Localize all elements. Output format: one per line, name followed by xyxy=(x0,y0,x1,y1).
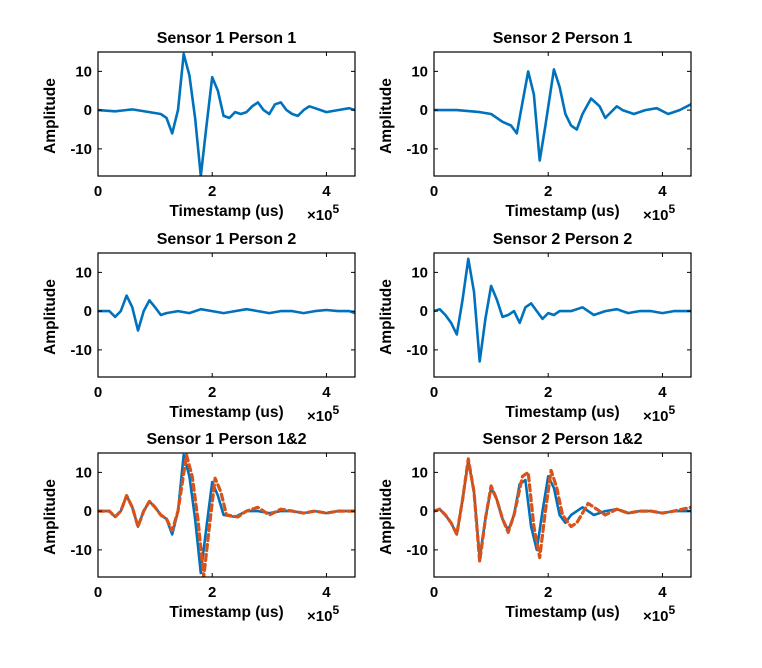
y-axis-label: Amplitude xyxy=(378,279,395,355)
x-tick-label: 2 xyxy=(544,584,552,601)
y-tick-label: 0 xyxy=(420,102,428,119)
series-line-2 xyxy=(98,453,355,577)
y-tick-label: -10 xyxy=(406,342,428,359)
x-tick-label: 0 xyxy=(94,183,102,200)
series-line-2 xyxy=(434,457,691,564)
x-axis-multiplier: ×105 xyxy=(307,202,339,224)
x-axis-label: Timestamp (us) xyxy=(505,203,619,220)
multiplier-exponent: 5 xyxy=(668,603,675,617)
x-tick-label: 0 xyxy=(430,384,438,401)
y-axis-label: Amplitude xyxy=(42,479,59,555)
x-tick-label: 4 xyxy=(322,584,331,601)
x-tick-label: 2 xyxy=(208,183,216,200)
multiplier-exponent: 5 xyxy=(332,403,339,417)
y-tick-label: 0 xyxy=(420,503,428,520)
x-tick-label: 0 xyxy=(430,584,438,601)
plot-frame xyxy=(433,452,692,578)
plot-frame xyxy=(433,252,692,378)
y-tick-label: 10 xyxy=(75,264,92,281)
x-axis-label: Timestamp (us) xyxy=(505,404,619,421)
multiplier-base: ×10 xyxy=(307,408,332,425)
y-tick-label: -10 xyxy=(406,141,428,158)
subplot-3: Sensor 1 Person 2 0 2 4 -10 0 10 Amplitude Times… xyxy=(42,231,356,425)
x-tick-label: 4 xyxy=(658,384,667,401)
series-line-1 xyxy=(434,257,691,363)
multiplier-base: ×10 xyxy=(307,608,332,625)
y-tick-label: -10 xyxy=(70,542,92,559)
subplot-title: Sensor 1 Person 1 xyxy=(157,30,297,47)
x-tick-label: 4 xyxy=(322,183,331,200)
x-tick-label: 4 xyxy=(658,183,667,200)
subplot-6: Sensor 2 Person 1&2 0 2 4 -10 0 10 Amplitude Tim… xyxy=(378,431,692,625)
y-tick-label: 10 xyxy=(411,63,428,80)
multiplier-base: ×10 xyxy=(643,207,668,224)
x-axis-multiplier: ×105 xyxy=(643,603,675,625)
x-tick-label: 0 xyxy=(94,584,102,601)
multiplier-exponent: 5 xyxy=(668,403,675,417)
plot-frame xyxy=(97,452,356,578)
y-tick-label: 0 xyxy=(420,303,428,320)
subplot-title: Sensor 2 Person 1&2 xyxy=(482,431,642,448)
subplot-title: Sensor 2 Person 1 xyxy=(493,30,633,47)
y-tick-label: 10 xyxy=(411,264,428,281)
y-tick-label: 0 xyxy=(84,303,92,320)
plot-frame xyxy=(97,252,356,378)
x-axis-multiplier: ×105 xyxy=(643,202,675,224)
series-line-1 xyxy=(98,294,355,332)
subplot-5: Sensor 1 Person 1&2 0 2 4 -10 0 10 Amplitude Tim… xyxy=(42,431,356,625)
y-tick-label: 10 xyxy=(75,63,92,80)
y-tick-label: 10 xyxy=(75,464,92,481)
x-tick-label: 2 xyxy=(544,183,552,200)
x-tick-label: 2 xyxy=(208,584,216,601)
subplot-title: Sensor 2 Person 2 xyxy=(493,231,633,248)
subplot-1: Sensor 1 Person 1 0 2 4 -10 0 10 Amplitude Times… xyxy=(42,30,356,224)
multiplier-base: ×10 xyxy=(307,207,332,224)
x-tick-label: 0 xyxy=(430,183,438,200)
x-tick-label: 4 xyxy=(658,584,667,601)
y-tick-label: 0 xyxy=(84,503,92,520)
x-tick-label: 0 xyxy=(94,384,102,401)
x-tick-label: 2 xyxy=(208,384,216,401)
y-axis-label: Amplitude xyxy=(378,78,395,154)
y-tick-label: 10 xyxy=(411,464,428,481)
y-tick-label: 0 xyxy=(84,102,92,119)
x-axis-label: Timestamp (us) xyxy=(505,604,619,621)
x-axis-label: Timestamp (us) xyxy=(169,604,283,621)
y-axis-label: Amplitude xyxy=(42,78,59,154)
y-tick-label: -10 xyxy=(406,542,428,559)
x-axis-label: Timestamp (us) xyxy=(169,203,283,220)
y-tick-label: -10 xyxy=(70,141,92,158)
y-axis-label: Amplitude xyxy=(42,279,59,355)
y-axis-label: Amplitude xyxy=(378,479,395,555)
subplot-4: Sensor 2 Person 2 0 2 4 -10 0 10 Amplitude Times… xyxy=(378,231,692,425)
series-line-1 xyxy=(98,52,355,176)
x-tick-label: 4 xyxy=(322,384,331,401)
y-tick-label: -10 xyxy=(70,342,92,359)
plot-frame xyxy=(97,51,356,177)
subplot-2: Sensor 2 Person 1 0 2 4 -10 0 10 Amplitude Times… xyxy=(378,30,692,224)
multiplier-exponent: 5 xyxy=(332,603,339,617)
series-line-1 xyxy=(434,68,691,162)
multiplier-base: ×10 xyxy=(643,608,668,625)
x-tick-label: 2 xyxy=(544,384,552,401)
multiplier-exponent: 5 xyxy=(668,202,675,216)
x-axis-multiplier: ×105 xyxy=(307,603,339,625)
x-axis-multiplier: ×105 xyxy=(643,403,675,425)
multiplier-base: ×10 xyxy=(643,408,668,425)
x-axis-multiplier: ×105 xyxy=(307,403,339,425)
x-axis-label: Timestamp (us) xyxy=(169,404,283,421)
multiplier-exponent: 5 xyxy=(332,202,339,216)
plot-frame xyxy=(433,51,692,177)
subplot-title: Sensor 1 Person 2 xyxy=(157,231,297,248)
subplot-title: Sensor 1 Person 1&2 xyxy=(146,431,306,448)
